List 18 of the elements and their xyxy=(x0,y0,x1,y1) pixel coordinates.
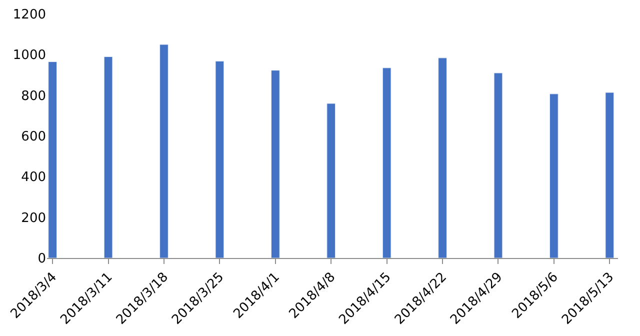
y-tick-label: 800 xyxy=(21,88,46,104)
bar xyxy=(494,72,503,258)
y-tick-label: 600 xyxy=(21,130,46,145)
bar xyxy=(270,70,280,258)
y-tick-label: 1200 xyxy=(12,8,46,23)
bar xyxy=(326,103,336,258)
bar xyxy=(215,60,224,258)
bar xyxy=(104,56,113,258)
bar xyxy=(160,44,168,258)
y-tick-label: 200 xyxy=(21,210,46,226)
bar xyxy=(48,62,57,258)
bar xyxy=(438,58,447,258)
bar xyxy=(605,92,614,258)
y-tick-label: 1000 xyxy=(12,48,46,64)
y-tick-label: 0 xyxy=(38,252,46,267)
y-tick-label: 400 xyxy=(21,170,46,186)
bar xyxy=(382,68,392,258)
bar xyxy=(550,94,558,258)
